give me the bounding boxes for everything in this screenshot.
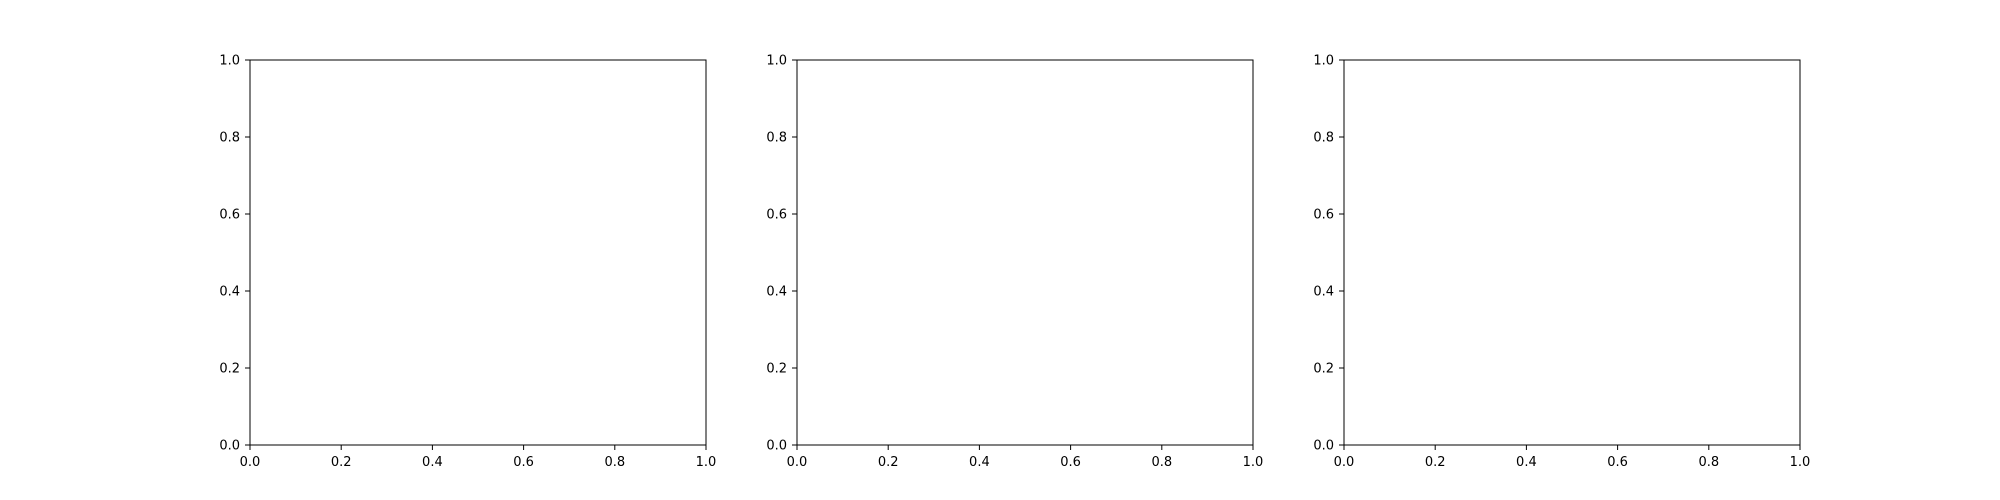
x-tick-label: 0.4 (422, 455, 443, 470)
y-tick-label: 0.2 (219, 362, 240, 377)
x-tick-label: 0.2 (878, 455, 899, 470)
y-tick-label: 0.8 (766, 131, 787, 146)
y-tick-label: 0.4 (766, 285, 787, 300)
x-tick-label: 0.0 (240, 455, 261, 470)
y-tick-label: 0.8 (1313, 131, 1334, 146)
x-tick-label: 0.8 (1698, 455, 1719, 470)
y-tick-label: 0.0 (766, 439, 787, 454)
x-tick-label: 1.0 (1790, 455, 1811, 470)
axes-frame (1343, 59, 1801, 446)
axes-layer: 0.0 0.2 0.4 0.6 0.8 1.00.00.20.40.60.81.00.0 0… (219, 54, 1810, 471)
x-tick-label: 0.6 (1060, 455, 1081, 470)
x-tick-label: 0.2 (1425, 455, 1446, 470)
y-tick-label: 0.2 (1313, 362, 1334, 377)
x-tick-label: 0.6 (1607, 455, 1628, 470)
x-tick-label: 1.0 (1243, 455, 1264, 470)
y-tick-label: 0.8 (219, 131, 240, 146)
y-tick-label: 0.4 (1313, 285, 1334, 300)
y-tick-label: 1.0 (766, 54, 787, 69)
y-tick-label: 0.0 (1313, 439, 1334, 454)
axes-frame (796, 59, 1254, 446)
x-tick-label: 0.0 (787, 455, 808, 470)
axes-frame (249, 59, 707, 446)
axes-3: 0.0 0.2 0.4 0.6 0.8 1.0 0.0 0.2 0.4 0.6 0.8 1.0 (1313, 54, 1810, 471)
y-tick-label: 0.6 (766, 208, 787, 223)
y-tick-label: 1.0 (219, 54, 240, 69)
x-tick-label: 1.0 (696, 455, 717, 470)
x-tick-label: 0.0 (1334, 455, 1355, 470)
y-tick-label: 1.0 (1313, 54, 1334, 69)
x-tick-label: 0.6 (513, 455, 534, 470)
x-tick-label: 0.4 (1516, 455, 1537, 470)
x-tick-label: 0.8 (604, 455, 625, 470)
x-tick-label: 0.2 (331, 455, 352, 470)
y-tick-label: 0.6 (1313, 208, 1334, 223)
x-tick-label: 0.8 (1151, 455, 1172, 470)
x-tick-label: 0.4 (969, 455, 990, 470)
y-tick-label: 0.6 (219, 208, 240, 223)
y-tick-label: 0.4 (219, 285, 240, 300)
axes-2: 0.0 0.2 0.4 0.6 0.8 1.0 0.0 0.2 0.4 0.6 0.8 1.0 (766, 54, 1263, 471)
axes-1: 0.0 0.2 0.4 0.6 0.8 1.0 0.0 0.2 0.4 0.6 0.8 1.0 (219, 54, 716, 471)
y-tick-label: 0.2 (766, 362, 787, 377)
y-tick-label: 0.0 (219, 439, 240, 454)
